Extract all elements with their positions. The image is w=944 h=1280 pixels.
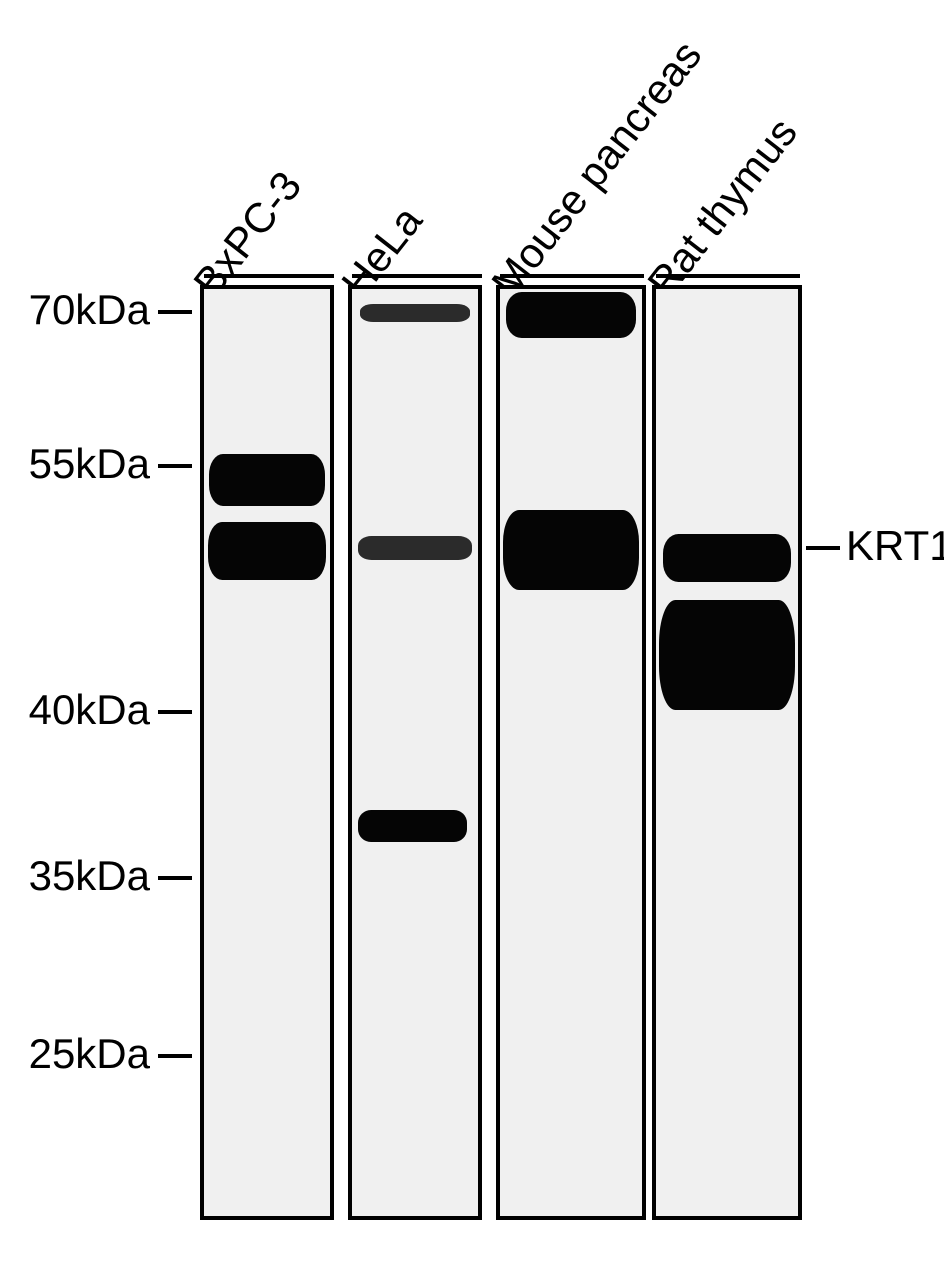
- blot-band: [506, 292, 637, 338]
- mw-label: 25kDa: [29, 1030, 150, 1078]
- mw-label: 55kDa: [29, 440, 150, 488]
- mw-label: 35kDa: [29, 852, 150, 900]
- mw-label: 40kDa: [29, 686, 150, 734]
- mw-tick: [158, 464, 192, 468]
- target-label: KRT15: [846, 522, 944, 570]
- blot-band: [358, 536, 471, 560]
- mw-tick: [158, 876, 192, 880]
- mw-tick: [158, 710, 192, 714]
- blot-band: [659, 600, 795, 710]
- blot-lane: [652, 285, 802, 1220]
- blot-band: [209, 454, 325, 506]
- mw-tick: [158, 310, 192, 314]
- blot-band: [360, 304, 471, 322]
- target-tick: [806, 546, 840, 550]
- mw-tick: [158, 1054, 192, 1058]
- blot-band: [503, 510, 639, 590]
- blot-band: [208, 522, 326, 580]
- blot-band: [358, 810, 466, 842]
- blot-lane: [348, 285, 482, 1220]
- mw-label: 70kDa: [29, 286, 150, 334]
- western-blot-figure: 70kDa 55kDa 40kDa 35kDa 25kDa BxPC-3 HeL…: [0, 0, 944, 1280]
- blot-band: [663, 534, 791, 582]
- blot-lane: [496, 285, 646, 1220]
- blot-lane: [200, 285, 334, 1220]
